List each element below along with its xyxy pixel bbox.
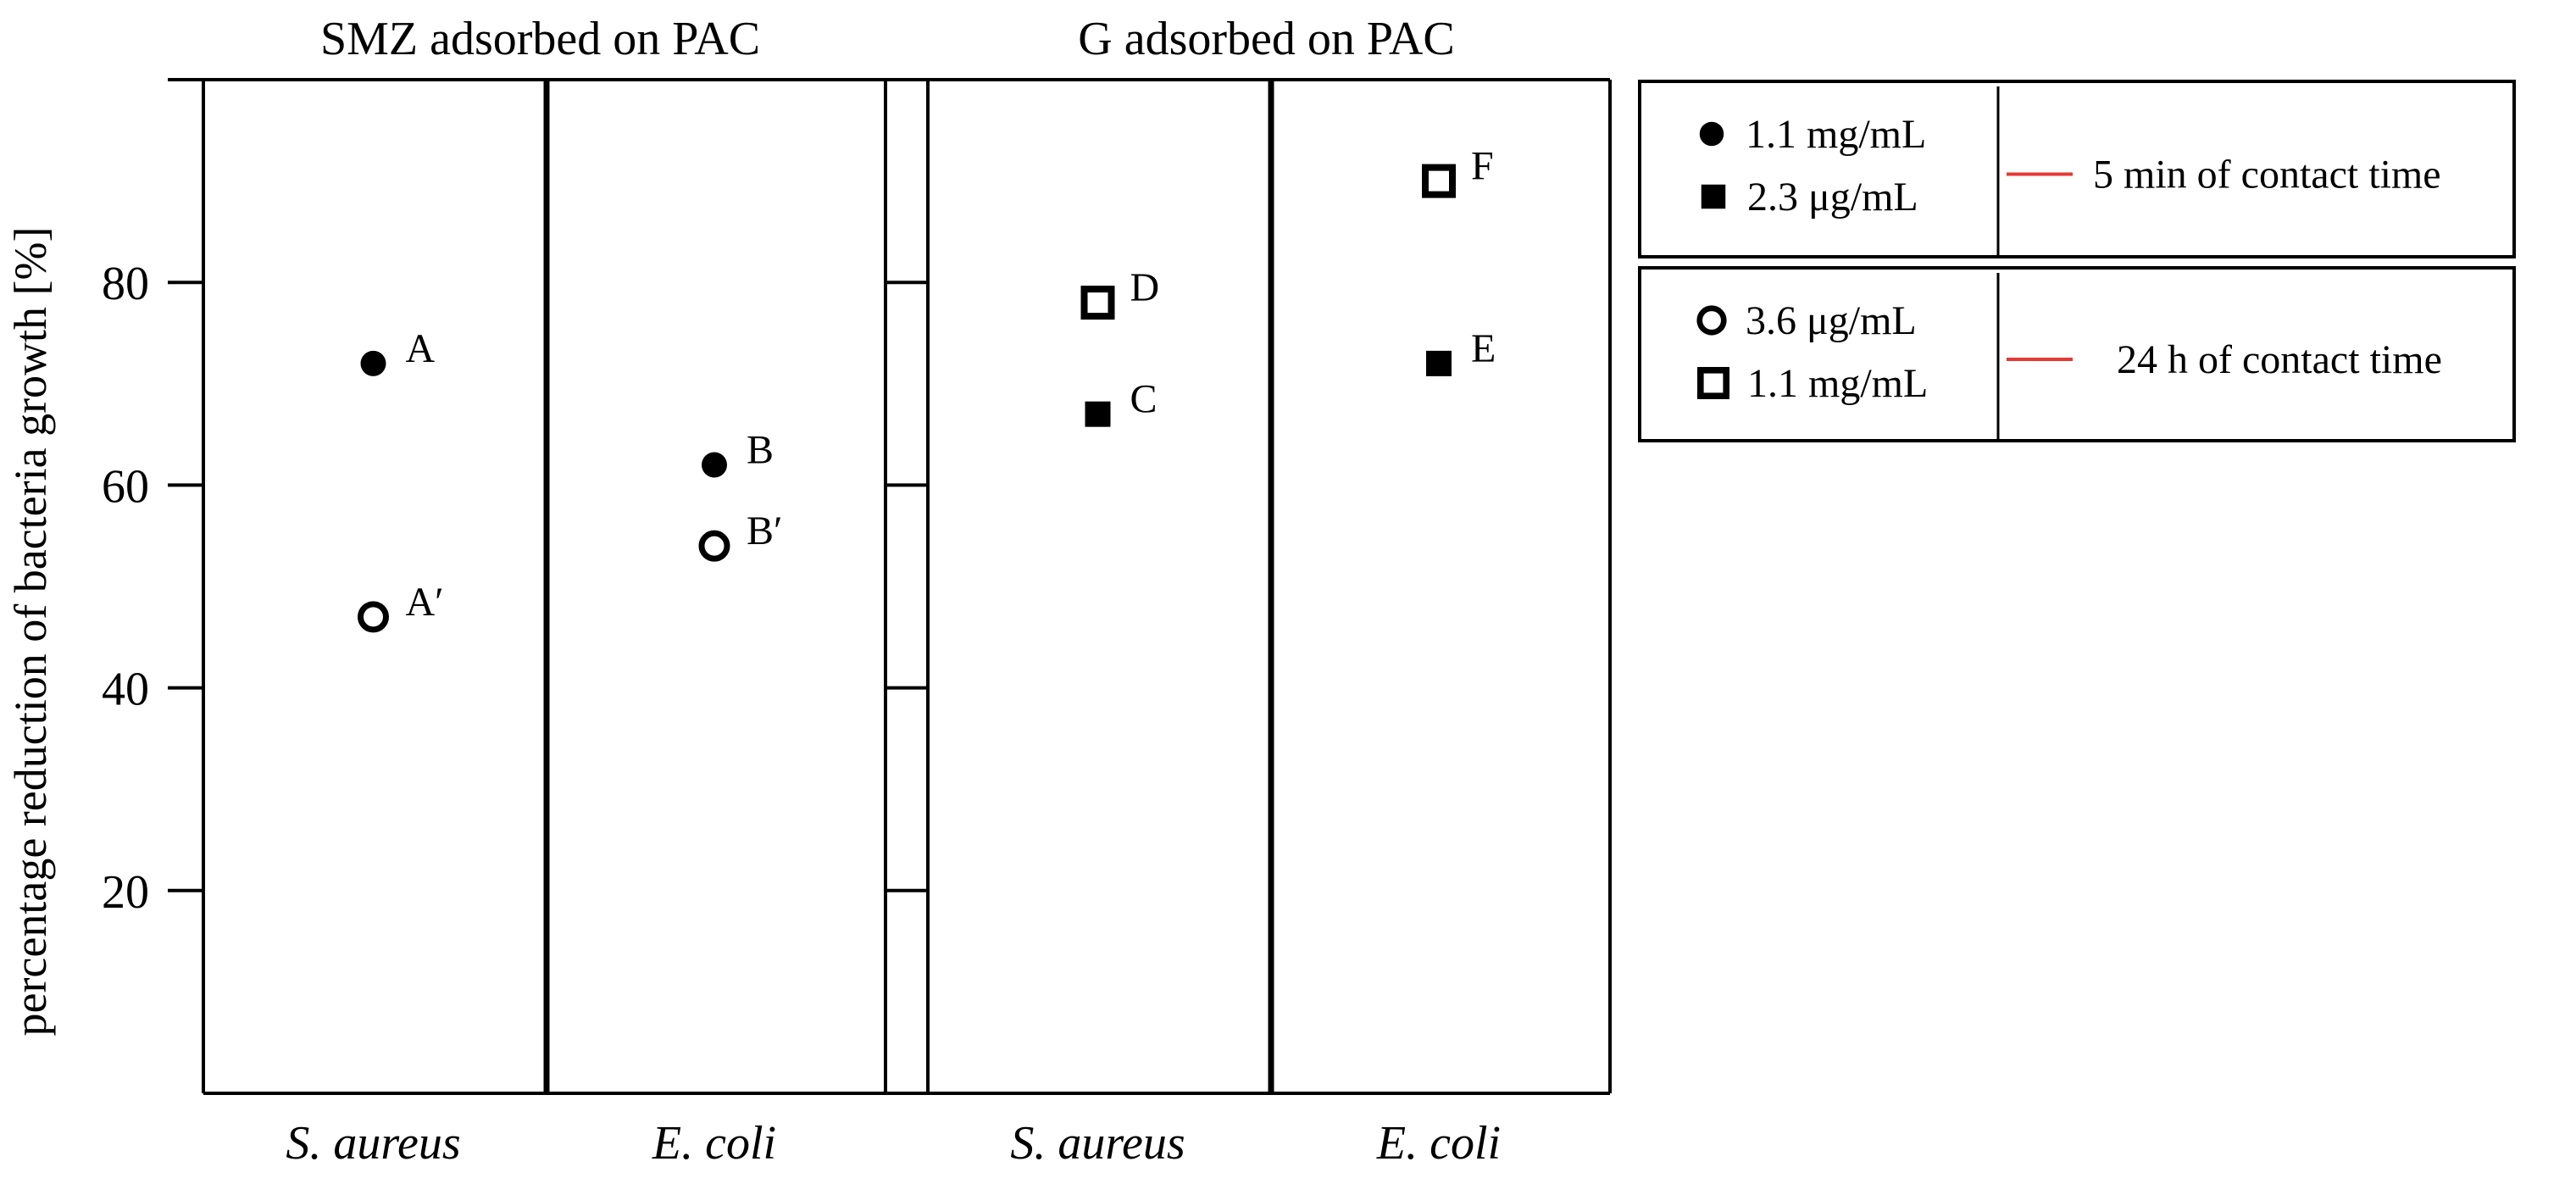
y-tick-label: 40 (102, 664, 149, 716)
data-point (1426, 350, 1452, 376)
x-tick-label: E. coli (1376, 1117, 1501, 1170)
data-label: D (1130, 265, 1160, 310)
legend-description: 5 min of contact time (2093, 153, 2441, 197)
data-label: B′ (747, 509, 783, 553)
legend-entry-label: 3.6 μg/mL (1746, 298, 1917, 343)
legend-entry-label: 2.3 μg/mL (1747, 175, 1918, 220)
data-point (698, 530, 730, 562)
x-axis: S. aureus E. coli S. aureus E. coli (286, 1117, 1501, 1170)
x-tick-label: S. aureus (1010, 1117, 1185, 1170)
x-tick-label: S. aureus (286, 1117, 460, 1170)
legend-box (1638, 80, 2516, 258)
legend-description: 24 h of contact time (2117, 337, 2442, 382)
data-label: F (1471, 144, 1494, 189)
data-point (1080, 286, 1115, 320)
data-points: A A′ B B′ C D E F (358, 144, 1496, 633)
y-axis-label: percentage reduction of bacteria growth … (5, 226, 56, 1036)
data-label: C (1130, 377, 1158, 422)
group-title: SMZ adsorbed on PAC (320, 13, 760, 65)
y-tick-label: 80 (102, 258, 149, 310)
y-axis: 20 40 60 80 percentage reduction of bacteria… (5, 226, 928, 1037)
data-label: B (747, 427, 774, 472)
group-title: G adsorbed on PAC (1078, 13, 1454, 65)
legend-entry-label: 1.1 mg/mL (1746, 112, 1926, 157)
y-tick-label: 20 (102, 866, 149, 919)
data-point (360, 350, 386, 376)
legend-marker (1701, 184, 1726, 209)
data-point (1085, 401, 1111, 427)
legend-marker (1699, 121, 1724, 147)
data-point (358, 601, 389, 633)
data-label: A′ (406, 580, 444, 625)
legend-entry-label: 1.1 mg/mL (1747, 361, 1928, 406)
legend-marker (1697, 366, 1730, 399)
data-label: A (406, 326, 436, 371)
group-titles: SMZ adsorbed on PAC G adsorbed on PAC (320, 13, 1455, 65)
data-point (702, 452, 727, 478)
x-tick-label: E. coli (652, 1117, 776, 1170)
legend-box (1638, 266, 2516, 442)
data-label: E (1471, 326, 1496, 371)
legend: 1.1 mg/mL 2.3 μg/mL 5 min of contact time 3… (1638, 80, 2516, 442)
data-point (1422, 164, 1456, 198)
legend-marker (1696, 305, 1727, 336)
y-tick-label: 60 (102, 460, 149, 513)
plot-frame (168, 78, 1612, 1095)
